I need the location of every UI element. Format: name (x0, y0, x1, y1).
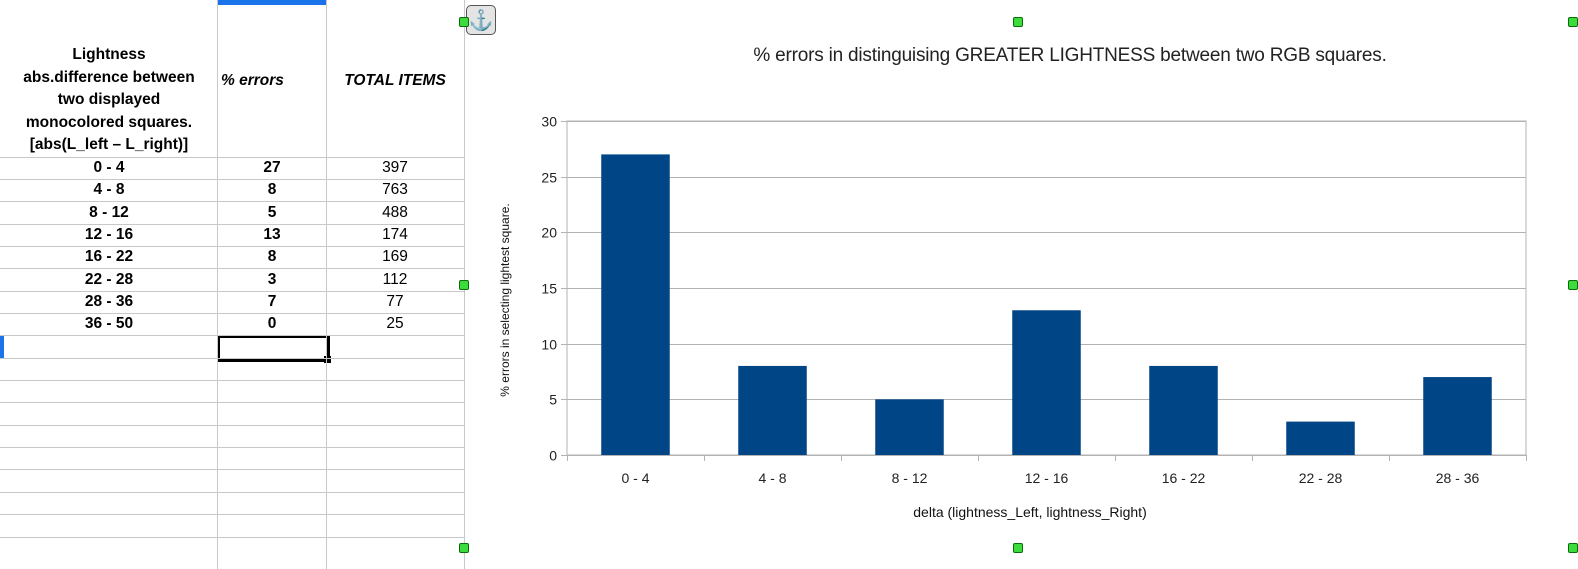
row-gridline (0, 268, 465, 269)
resize-handle-top-right[interactable] (1568, 17, 1578, 27)
header-lightness-cell[interactable]: Lightness abs.difference between two dis… (2, 44, 216, 157)
bar (601, 154, 670, 455)
row-gridline (0, 335, 465, 336)
total-cell[interactable]: 397 (382, 159, 408, 176)
row-gridline (0, 492, 465, 493)
y-tick-label: 20 (541, 225, 557, 241)
anchor-icon[interactable]: ⚓ (466, 5, 496, 35)
row-gridline (0, 201, 465, 202)
row-gridline (0, 402, 465, 403)
x-axis-label: delta (lightness_Left, lightness_Right) (913, 504, 1147, 520)
column-selection-indicator (218, 0, 326, 5)
errors-cell[interactable]: 7 (267, 293, 277, 311)
bar (1149, 365, 1218, 455)
range-cell[interactable]: 16 - 22 (84, 248, 134, 266)
row-gridline (0, 246, 465, 247)
resize-handle-top-center[interactable] (1013, 17, 1023, 27)
header-line: [abs(L_left – L_right)] (29, 136, 189, 153)
range-cell[interactable]: 4 - 8 (93, 181, 125, 199)
bar (875, 399, 944, 455)
total-cell[interactable]: 77 (386, 293, 404, 311)
errors-cell[interactable]: 27 (263, 159, 281, 176)
column-gridline (326, 0, 327, 569)
range-cell[interactable]: 8 - 12 (89, 203, 129, 221)
total-cell[interactable]: 763 (382, 181, 408, 199)
row-gridline (0, 469, 465, 470)
row-gridline (0, 358, 465, 359)
y-tick-label: 0 (549, 448, 557, 464)
header-line: abs.difference between (23, 68, 195, 86)
errors-cell[interactable]: 8 (267, 181, 277, 199)
row-gridline (0, 537, 465, 538)
y-tick-label: 15 (541, 281, 557, 297)
chart-title: % errors in distinguising GREATER LIGHTN… (753, 45, 1387, 66)
resize-handle-middle-left[interactable] (459, 280, 469, 290)
y-tick-label: 5 (549, 392, 557, 408)
range-cell[interactable]: 12 - 16 (84, 226, 134, 244)
x-tick-label: 28 - 36 (1436, 470, 1480, 486)
x-tick-label: 12 - 16 (1025, 470, 1069, 486)
row-gridline (0, 179, 465, 180)
total-cell[interactable]: 488 (382, 203, 408, 221)
total-cell[interactable]: 112 (382, 270, 408, 288)
spreadsheet-grid[interactable]: Lightness abs.difference between two dis… (0, 0, 465, 569)
total-cell[interactable]: 25 (386, 315, 404, 333)
range-cell[interactable]: 0 - 4 (93, 159, 125, 176)
active-cell-cursor[interactable] (217, 335, 330, 362)
resize-handle-middle-right[interactable] (1568, 280, 1578, 290)
errors-cell[interactable]: 8 (267, 248, 277, 266)
range-cell[interactable]: 22 - 28 (84, 270, 134, 288)
row-gridline (0, 380, 465, 381)
row-gridline (0, 157, 465, 158)
y-tick-label: 10 (541, 337, 557, 353)
row-gridline (0, 514, 465, 515)
resize-handle-bottom-center[interactable] (1013, 543, 1023, 553)
bar (1012, 310, 1081, 455)
x-tick-label: 8 - 12 (892, 470, 928, 486)
fill-handle[interactable] (324, 356, 331, 363)
header-total-cell[interactable]: TOTAL ITEMS (344, 72, 446, 89)
resize-handle-bottom-right[interactable] (1568, 543, 1578, 553)
row-gridline (0, 425, 465, 426)
errors-cell[interactable]: 13 (263, 226, 281, 244)
x-tick-label: 22 - 28 (1299, 470, 1343, 486)
header-line: monocolored squares. (25, 113, 193, 131)
range-cell[interactable]: 28 - 36 (84, 293, 134, 311)
errors-cell[interactable]: 0 (267, 315, 277, 333)
x-tick-label: 4 - 8 (758, 470, 786, 486)
total-cell[interactable]: 169 (382, 248, 408, 266)
resize-handle-top-left[interactable] (459, 17, 469, 27)
row-gridline (0, 224, 465, 225)
resize-handle-bottom-left[interactable] (459, 543, 469, 553)
y-tick-label: 30 (541, 114, 557, 130)
x-tick-label: 0 - 4 (621, 470, 649, 486)
column-gridline (217, 0, 218, 569)
bar (738, 365, 807, 455)
total-cell[interactable]: 174 (382, 226, 408, 244)
range-cell[interactable]: 36 - 50 (84, 315, 134, 333)
errors-cell[interactable]: 5 (267, 203, 277, 221)
y-tick-label: 25 (541, 170, 557, 186)
y-axis-label: % errors in selecting lightest square. (498, 203, 512, 397)
errors-cell[interactable]: 3 (267, 270, 277, 288)
header-errors-cell[interactable]: % errors (221, 72, 284, 89)
x-tick-label: 16 - 22 (1162, 470, 1206, 486)
row-gridline (0, 291, 465, 292)
row-gridline (0, 313, 465, 314)
row-selection-indicator (0, 336, 4, 358)
bar (1286, 421, 1355, 455)
header-line: two displayed (57, 91, 161, 108)
row-gridline (0, 447, 465, 448)
bar (1423, 377, 1492, 455)
header-line: Lightness (72, 46, 146, 63)
